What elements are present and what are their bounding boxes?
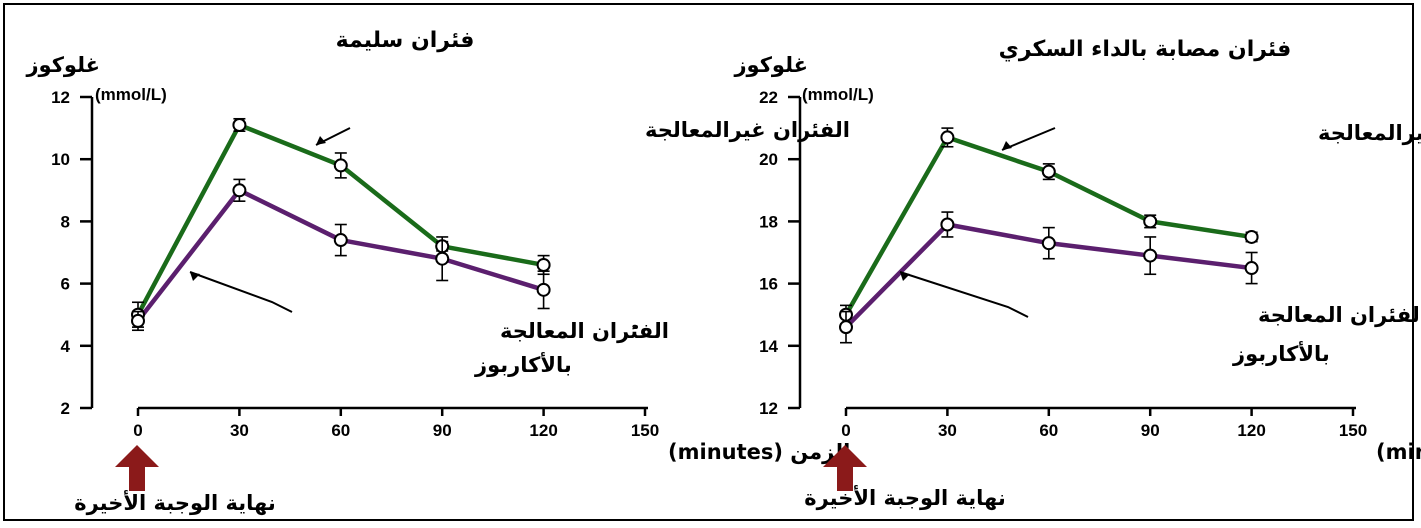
y-tick-label: 8 — [61, 212, 70, 231]
data-point — [435, 251, 450, 266]
data-point — [333, 233, 348, 248]
series-label-acarbose: الفئران المعالجة — [1258, 303, 1421, 327]
x-axis-label: الزمن (minutes) — [1376, 440, 1421, 464]
x-axis-label: الزمن (minutes) — [668, 440, 850, 464]
series-label-acarbose-line2: بالأكاربوز — [474, 351, 572, 377]
pointer-arrowhead — [316, 136, 326, 145]
y-tick-label: 22 — [759, 88, 778, 107]
data-point — [536, 257, 551, 272]
chart-panel-2: فئران مصابة بالداء السكري غلوكوز (mmol/L) 1… — [733, 37, 1421, 510]
data-point — [232, 117, 247, 132]
y-tick-label: 2 — [61, 399, 70, 418]
x-tick-label: 60 — [331, 421, 350, 440]
y-axis-label: غلوكوز — [733, 53, 808, 77]
x-tick-label: 90 — [433, 421, 452, 440]
y-tick-label: 20 — [759, 150, 778, 169]
y-axis-unit: (mmol/L) — [95, 85, 167, 104]
pointer-arrowhead — [900, 272, 910, 281]
y-tick-label: 4 — [61, 337, 71, 356]
data-point — [333, 158, 348, 173]
last-meal-arrow-icon — [823, 445, 867, 491]
y-axis-label: غلوكوز — [25, 53, 100, 77]
figure-frame — [3, 3, 1414, 521]
label-pointer — [1001, 127, 1056, 151]
data-point — [940, 130, 955, 145]
y-tick-label: 12 — [51, 88, 70, 107]
x-tick-label: 90 — [1141, 421, 1160, 440]
data-point — [1143, 248, 1158, 263]
series-label-untreated: الفئران غيرالمعالجة — [645, 118, 850, 142]
label-pointer — [189, 271, 293, 313]
last-meal-label: نهاية الوجبة الأخيرة — [74, 489, 276, 515]
y-tick-label: 6 — [61, 275, 70, 294]
data-point — [1143, 214, 1158, 229]
data-point — [940, 217, 955, 232]
data-point — [839, 320, 853, 335]
chart-title: فئران مصابة بالداء السكري — [999, 37, 1292, 62]
data-point — [536, 282, 551, 297]
y-tick-label: 18 — [759, 212, 778, 231]
y-axis-unit: (mmol/L) — [802, 85, 874, 104]
data-point — [131, 313, 145, 328]
x-tick-label: 150 — [631, 421, 659, 440]
data-point — [1244, 229, 1259, 244]
pointer-arrowhead — [190, 272, 200, 281]
pointer-arrowhead — [1002, 141, 1012, 150]
x-tick-label: 150 — [1339, 421, 1367, 440]
x-tick-label: 60 — [1039, 421, 1058, 440]
series-label-acarbose-line2: بالأكاربوز — [1232, 340, 1330, 366]
y-tick-label: 16 — [759, 275, 778, 294]
y-tick-label: 12 — [759, 399, 778, 418]
last-meal-arrow-icon — [115, 445, 159, 491]
x-tick-label: 120 — [1237, 421, 1265, 440]
series-label-acarbose: الفئران المعالجة — [500, 319, 669, 343]
x-tick-label: 30 — [230, 421, 249, 440]
x-tick-label: 0 — [841, 421, 850, 440]
series-label-untreated: الفئران غيرالمعالجة — [1318, 121, 1421, 145]
data-point — [232, 183, 247, 198]
chart-title: فئران سليمة — [336, 28, 475, 53]
data-point — [1041, 236, 1056, 251]
y-tick-label: 14 — [759, 337, 778, 356]
data-point — [1244, 261, 1259, 276]
x-tick-label: 0 — [133, 421, 142, 440]
y-tick-label: 10 — [51, 150, 70, 169]
stray-dot — [634, 325, 638, 329]
last-meal-label: نهاية الوجبة الأخيرة — [804, 484, 1006, 510]
data-point — [1041, 164, 1056, 179]
label-pointer — [899, 271, 1029, 318]
x-tick-label: 30 — [938, 421, 957, 440]
x-tick-label: 120 — [529, 421, 557, 440]
